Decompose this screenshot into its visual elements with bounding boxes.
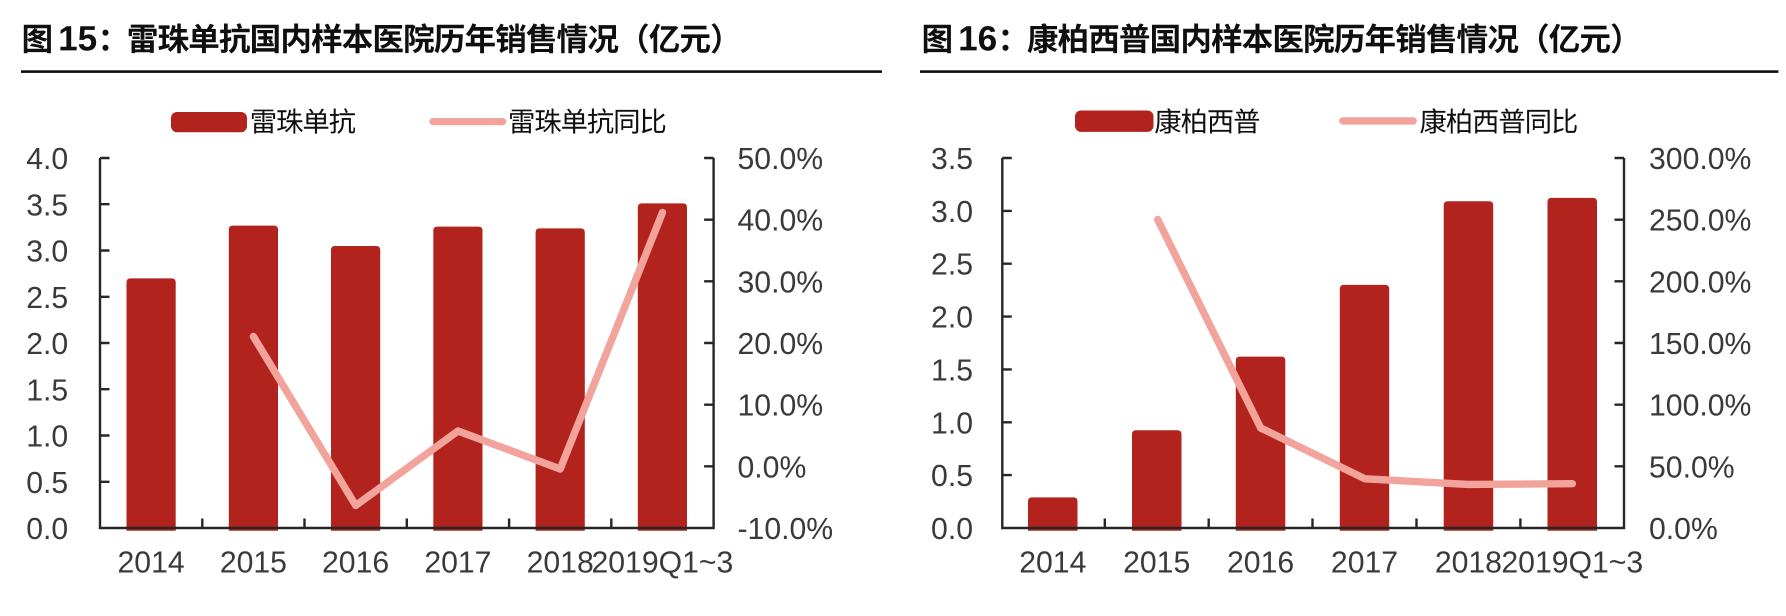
svg-text:2.0: 2.0 bbox=[931, 302, 973, 335]
svg-text:2015: 2015 bbox=[220, 547, 287, 580]
svg-text:2018: 2018 bbox=[1435, 547, 1502, 580]
svg-text:0.0%: 0.0% bbox=[738, 451, 807, 484]
svg-text:2016: 2016 bbox=[1227, 547, 1294, 580]
svg-text:1.5: 1.5 bbox=[931, 354, 973, 387]
svg-text:-10.0%: -10.0% bbox=[738, 513, 834, 546]
svg-text:3.5: 3.5 bbox=[931, 143, 973, 176]
svg-text:2018: 2018 bbox=[527, 547, 594, 580]
svg-text:40.0%: 40.0% bbox=[738, 205, 824, 238]
svg-text:4.0: 4.0 bbox=[26, 143, 68, 176]
svg-text:0.0: 0.0 bbox=[931, 513, 973, 546]
svg-text:1.5: 1.5 bbox=[26, 374, 68, 407]
svg-text:1.0: 1.0 bbox=[931, 407, 973, 440]
svg-text:2.5: 2.5 bbox=[931, 249, 973, 282]
svg-text:2019Q1~3: 2019Q1~3 bbox=[1501, 547, 1643, 580]
svg-text:10.0%: 10.0% bbox=[738, 390, 824, 423]
svg-text:20.0%: 20.0% bbox=[738, 328, 824, 361]
svg-text:2014: 2014 bbox=[118, 547, 185, 580]
svg-text:100.0%: 100.0% bbox=[1649, 390, 1751, 423]
svg-text:30.0%: 30.0% bbox=[738, 266, 824, 299]
svg-text:300.0%: 300.0% bbox=[1649, 143, 1751, 176]
svg-text:2.5: 2.5 bbox=[26, 282, 68, 315]
svg-text:2015: 2015 bbox=[1123, 547, 1190, 580]
svg-text:2019Q1~3: 2019Q1~3 bbox=[591, 547, 733, 580]
svg-text:3.0: 3.0 bbox=[931, 196, 973, 229]
svg-text:0.0: 0.0 bbox=[26, 513, 68, 546]
svg-text:0.5: 0.5 bbox=[26, 467, 68, 500]
svg-text:50.0%: 50.0% bbox=[1649, 451, 1735, 484]
svg-text:200.0%: 200.0% bbox=[1649, 266, 1751, 299]
svg-text:3.0: 3.0 bbox=[26, 236, 68, 269]
svg-text:150.0%: 150.0% bbox=[1649, 328, 1751, 361]
svg-text:3.5: 3.5 bbox=[26, 189, 68, 222]
svg-text:2.0: 2.0 bbox=[26, 328, 68, 361]
svg-text:2017: 2017 bbox=[424, 547, 491, 580]
svg-text:1.0: 1.0 bbox=[26, 421, 68, 454]
svg-text:2014: 2014 bbox=[1019, 547, 1086, 580]
svg-text:0.5: 0.5 bbox=[931, 460, 973, 493]
svg-text:50.0%: 50.0% bbox=[738, 143, 824, 176]
svg-text:250.0%: 250.0% bbox=[1649, 205, 1751, 238]
svg-text:2017: 2017 bbox=[1331, 547, 1398, 580]
svg-text:0.0%: 0.0% bbox=[1649, 513, 1718, 546]
svg-text:2016: 2016 bbox=[322, 547, 389, 580]
